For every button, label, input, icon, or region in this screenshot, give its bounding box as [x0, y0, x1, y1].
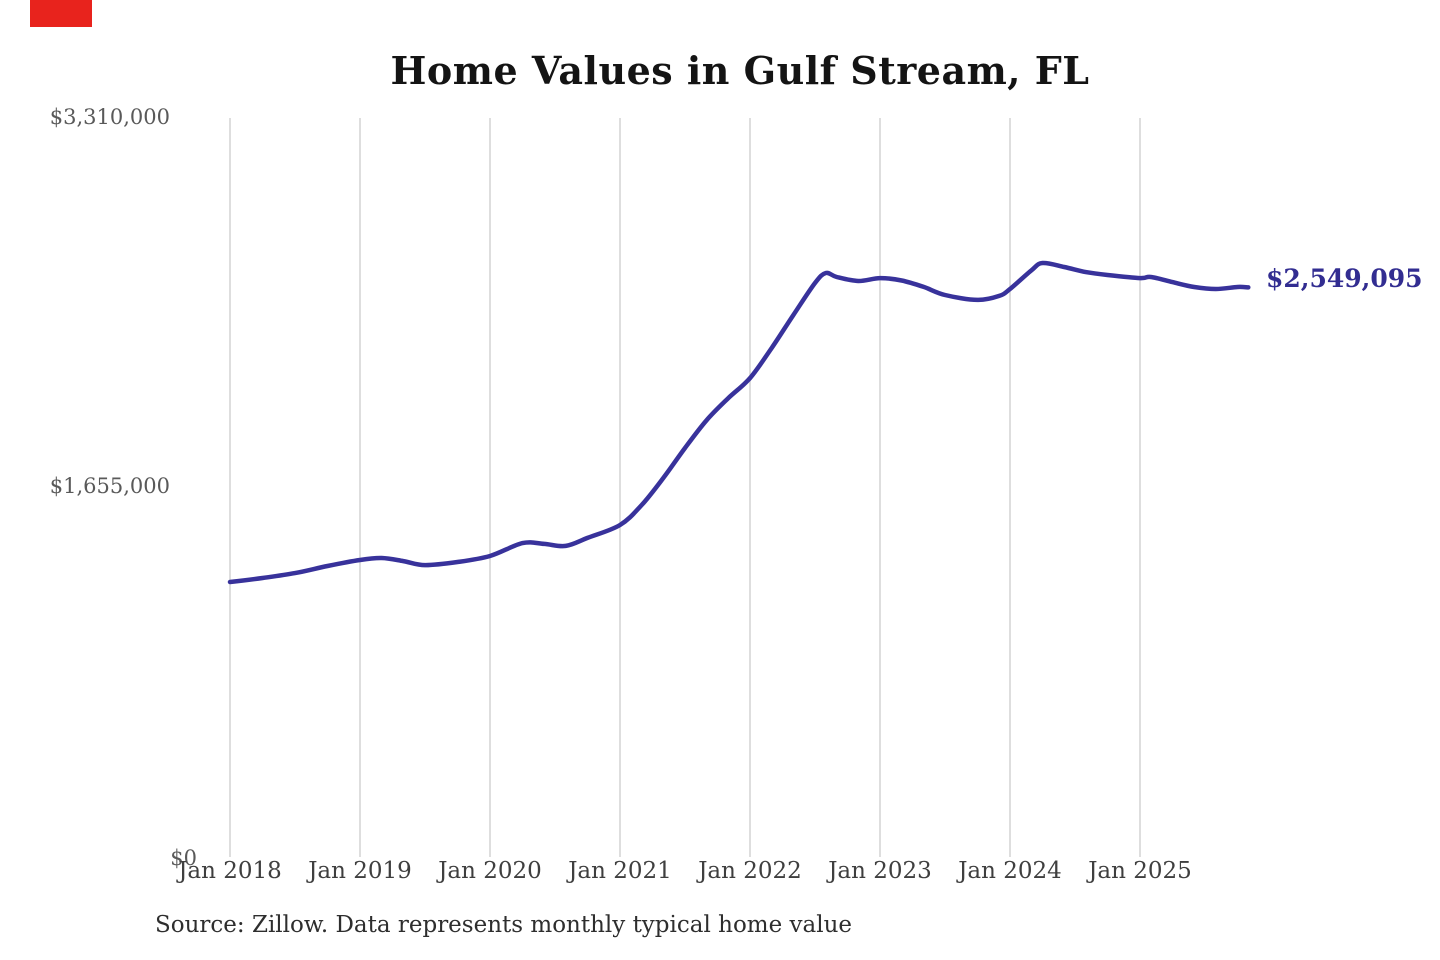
home-value-line	[227, 260, 1251, 585]
red-marker-overlay	[30, 0, 92, 27]
x-axis-tick-label: Jan 2020	[438, 858, 542, 884]
x-axis-tick-label: Jan 2018	[178, 858, 282, 884]
x-axis-tick-label: Jan 2023	[828, 858, 932, 884]
end-value-label: $2,549,095	[1266, 264, 1423, 293]
y-axis-tick-label-mid: $1,655,000	[49, 474, 170, 498]
x-axis-tick-label: Jan 2025	[1088, 858, 1192, 884]
x-axis-tick-label: Jan 2021	[568, 858, 672, 884]
x-axis-tick-label: Jan 2019	[308, 858, 412, 884]
x-axis-tick-label: Jan 2022	[698, 858, 802, 884]
x-axis-tick-label: Jan 2024	[958, 858, 1062, 884]
y-axis-tick-label-max: $3,310,000	[49, 105, 170, 129]
chart-title: Home Values in Gulf Stream, FL	[390, 48, 1090, 93]
source-note: Source: Zillow. Data represents monthly …	[155, 912, 853, 938]
y-axis-tick-label-zero: $0	[170, 846, 197, 870]
